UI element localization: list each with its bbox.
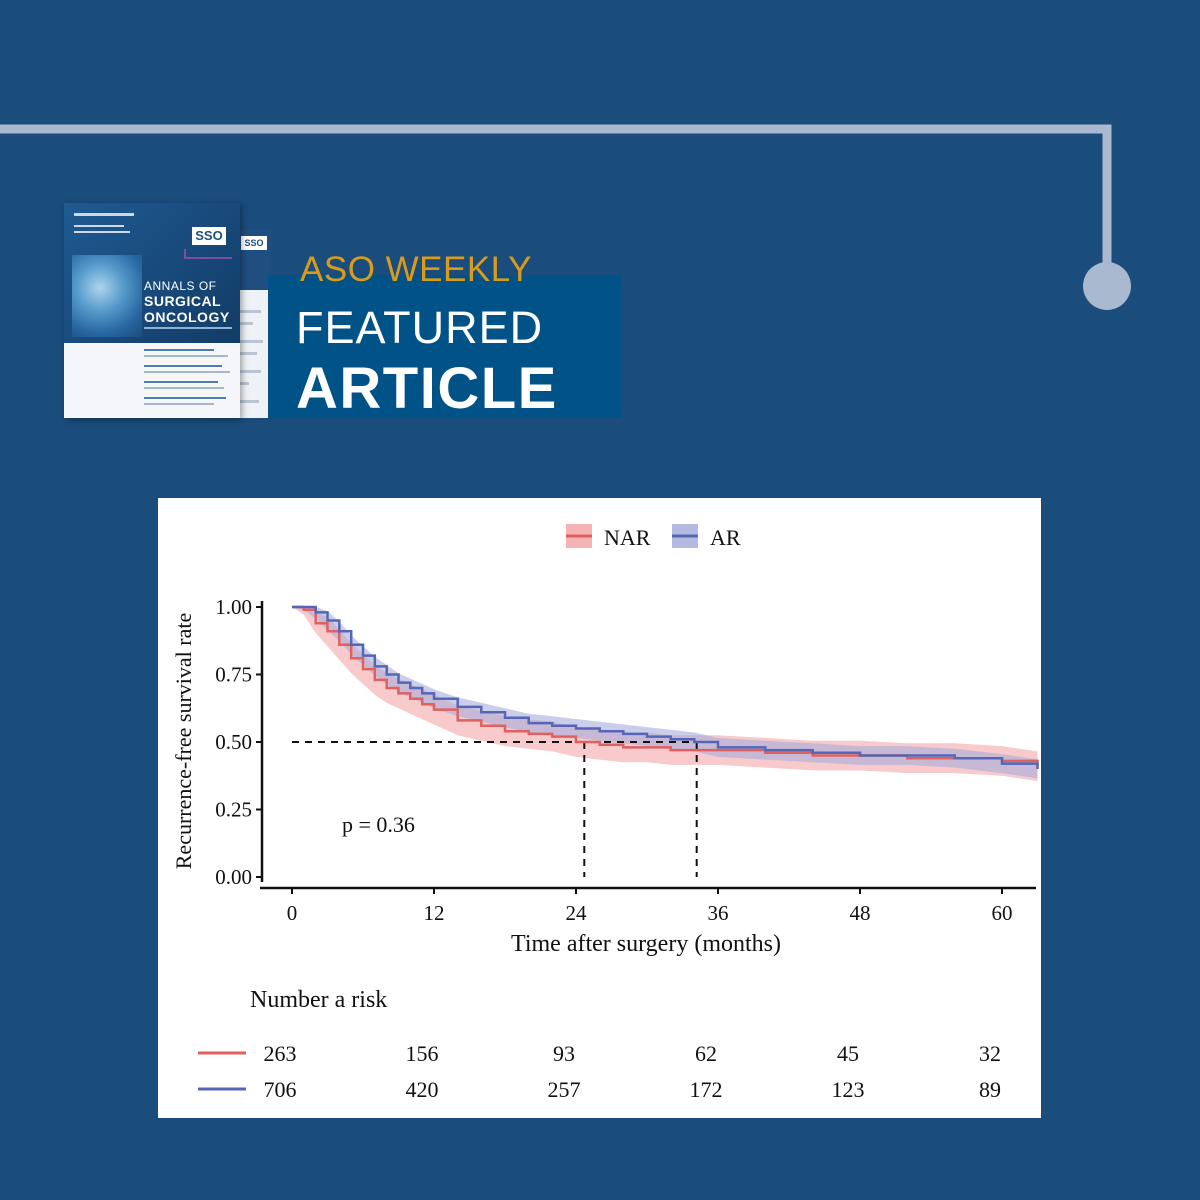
- x-tick-label: 60: [992, 901, 1013, 925]
- risk-value-nar: 263: [264, 1041, 297, 1066]
- x-tick-label: 0: [287, 901, 298, 925]
- journal-cover: SSO ANNALS OF SURGICAL ONCOLOGY: [64, 203, 240, 418]
- median-reference-lines: [292, 741, 698, 877]
- x-tick-label: 36: [708, 901, 729, 925]
- survival-chart: NAR AR 0.00 0.25 0.50 0.75 1.00 0 12 24 36 48 60 p …: [171, 524, 1039, 1102]
- x-tick-label: 12: [424, 901, 445, 925]
- p-value-annotation: p = 0.36: [342, 812, 415, 837]
- y-axis-label: Recurrence-free survival rate: [171, 613, 196, 870]
- y-tick-label: 0.00: [215, 865, 252, 889]
- legend: NAR AR: [566, 524, 741, 550]
- confidence-bands: [292, 607, 1038, 782]
- y-tick-label: 0.50: [215, 730, 252, 754]
- risk-value-nar: 62: [695, 1041, 717, 1066]
- cover-image: [72, 255, 142, 337]
- legend-label-ar: AR: [710, 525, 741, 550]
- journal-title-line2: SURGICAL: [144, 293, 222, 309]
- x-axis-label: Time after surgery (months): [511, 931, 781, 957]
- journal-badge-back: SSO: [241, 236, 267, 250]
- chart-panel: NAR AR 0.00 0.25 0.50 0.75 1.00 0 12 24 36 48 60 p …: [158, 498, 1041, 1118]
- survival-curve-ar: [292, 605, 1039, 769]
- risk-value-nar: 93: [553, 1041, 575, 1066]
- ci-band-ar: [292, 607, 1038, 779]
- risk-value-ar: 89: [979, 1077, 1001, 1102]
- axes: 0.00 0.25 0.50 0.75 1.00 0 12 24 36 48 60: [215, 595, 1036, 925]
- featured-text: FEATURED: [296, 302, 544, 353]
- risk-value-ar: 123: [832, 1077, 865, 1102]
- risk-table: 263 156 93 62 45 32 706 420 257 172 123 89: [198, 1041, 1001, 1102]
- legend-label-nar: NAR: [604, 525, 651, 550]
- survival-curve-nar: [292, 605, 1039, 767]
- x-tick-label: 48: [850, 901, 871, 925]
- risk-value-nar: 156: [406, 1041, 439, 1066]
- ci-band-nar: [292, 607, 1038, 782]
- risk-value-ar: 257: [548, 1077, 581, 1102]
- survival-curves: [292, 605, 1039, 769]
- risk-table-title: Number a risk: [250, 987, 387, 1013]
- featured-banner: [268, 275, 621, 418]
- x-tick-label: 24: [566, 901, 588, 925]
- risk-value-nar: 32: [979, 1041, 1001, 1066]
- journal-badge: SSO: [192, 227, 226, 245]
- y-tick-label: 1.00: [215, 595, 252, 619]
- y-tick-label: 0.75: [215, 663, 252, 687]
- connector-dot: [1083, 262, 1131, 310]
- y-tick-label: 0.25: [215, 798, 252, 822]
- risk-value-ar: 706: [264, 1077, 297, 1102]
- kicker-text: ASO WEEKLY: [300, 250, 532, 289]
- article-text: ARTICLE: [296, 356, 558, 421]
- risk-value-nar: 45: [837, 1041, 859, 1066]
- risk-value-ar: 172: [690, 1077, 723, 1102]
- risk-value-ar: 420: [406, 1077, 439, 1102]
- journal-title-line1: ANNALS OF: [144, 279, 217, 293]
- journal-title-line3: ONCOLOGY: [144, 309, 230, 325]
